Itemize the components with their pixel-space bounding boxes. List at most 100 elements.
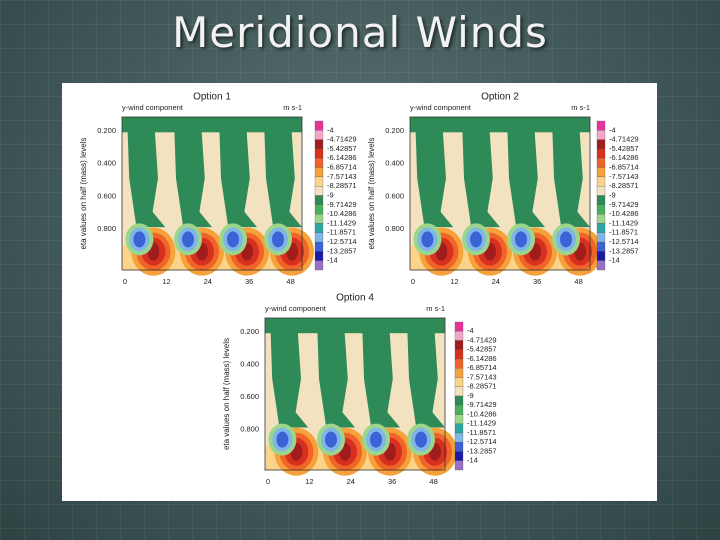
colorbar-label: -13.2857 <box>327 246 357 255</box>
colorbar-label: -14 <box>609 256 620 265</box>
contour-region <box>133 231 146 248</box>
x-tick-label: 36 <box>245 277 253 286</box>
colorbar-label: -10.4286 <box>609 209 639 218</box>
colorbar-label: -11.1429 <box>327 218 356 227</box>
x-tick-label: 12 <box>450 277 458 286</box>
contour-region <box>410 117 590 133</box>
contour-region <box>560 231 572 248</box>
colorbar-label: -8.28571 <box>467 382 497 391</box>
colorbar-box <box>454 321 464 332</box>
colorbar-box <box>454 349 464 360</box>
colorbar-label: -4.71429 <box>609 135 639 144</box>
colorbar-label: -12.5714 <box>467 437 497 446</box>
x-tick-label: 12 <box>305 477 313 486</box>
contour-region <box>362 325 400 428</box>
colorbar-label: -6.14286 <box>467 354 497 363</box>
colorbar-label: -9 <box>327 190 334 199</box>
x-tick-label: 48 <box>574 277 582 286</box>
colorbar-label: -12.5714 <box>609 237 639 246</box>
contour-region <box>127 124 166 228</box>
colorbar-box <box>314 223 324 233</box>
colorbar-label: -4.71429 <box>467 335 497 344</box>
y-tick-label: 0.200 <box>240 327 259 336</box>
colorbar-box <box>596 251 606 261</box>
panel-title: Option 2 <box>481 92 519 103</box>
contour-region <box>507 124 545 228</box>
colorbar-label: -9 <box>467 391 474 400</box>
colorbar-box <box>454 395 464 406</box>
contour-region <box>462 124 500 228</box>
colorbar-label: -11.8571 <box>327 228 356 237</box>
y-tick-label: 0.800 <box>240 424 259 433</box>
colorbar-box <box>314 130 324 140</box>
colorbar-label: -7.57143 <box>467 372 497 381</box>
colorbar-box <box>314 260 324 271</box>
colorbar-box <box>596 223 606 233</box>
contour-region <box>270 325 309 428</box>
colorbar-box <box>454 451 464 461</box>
y-tick-label: 0.800 <box>385 224 404 233</box>
x-tick-label: 0 <box>266 477 270 486</box>
panel-subtitle: y-wind component <box>410 103 472 112</box>
y-tick-label: 0.600 <box>385 191 404 200</box>
x-tick-label: 48 <box>429 477 437 486</box>
colorbar-box <box>314 213 324 224</box>
contour-region <box>470 231 482 248</box>
colorbar-label: -7.57143 <box>609 172 639 181</box>
colorbar-label: -12.5714 <box>327 237 357 246</box>
x-tick-label: 24 <box>492 277 500 286</box>
colorbar-label: -4 <box>467 326 474 335</box>
panel-units: m s-1 <box>283 103 302 112</box>
y-axis-label: eta values on half (mass) levels <box>367 137 376 249</box>
y-axis-label: eta values on half (mass) levels <box>222 338 231 450</box>
colorbar-label: -6.85714 <box>467 363 497 372</box>
colorbar-box <box>454 405 464 415</box>
colorbar-box <box>314 204 324 215</box>
colorbar-label: -8.28571 <box>327 181 357 190</box>
colorbar-box <box>596 148 606 159</box>
colorbar-box <box>454 423 464 434</box>
contour-region <box>174 124 212 228</box>
contour-region <box>264 124 302 228</box>
colorbar-box <box>596 139 606 150</box>
y-tick-label: 0.400 <box>240 359 259 368</box>
x-tick-label: 0 <box>411 277 415 286</box>
colorbar-box <box>314 241 324 252</box>
contour-region <box>122 117 302 133</box>
colorbar-box <box>454 442 464 452</box>
contour-region <box>317 325 355 428</box>
colorbar-box <box>454 432 464 443</box>
y-tick-label: 0.800 <box>97 224 116 233</box>
colorbar-box <box>454 368 464 378</box>
colorbar-box <box>314 186 324 196</box>
contour-region <box>276 431 289 448</box>
y-tick-label: 0.400 <box>385 159 404 168</box>
colorbar-label: -9.71429 <box>327 200 357 209</box>
contour-region <box>421 231 434 248</box>
colorbar-label: -11.8571 <box>609 228 638 237</box>
colorbar-label: -11.8571 <box>467 428 496 437</box>
plot-frame <box>409 116 591 271</box>
colorbar-label: -6.85714 <box>609 163 639 172</box>
x-tick-label: 0 <box>123 277 127 286</box>
colorbar-box <box>314 167 324 178</box>
panel-subtitle: y-wind component <box>265 304 327 313</box>
colorbar-label: -10.4286 <box>327 209 357 218</box>
contour-region <box>227 231 239 248</box>
colorbar-box <box>454 460 464 471</box>
contour-panel: Option 4 y-wind component m s-1 eta values … <box>222 293 497 486</box>
colorbar-box <box>596 130 606 140</box>
colorbar-box <box>596 204 606 215</box>
contour-panel: Option 1 y-wind component m s-1 eta values … <box>79 92 357 286</box>
x-tick-label: 24 <box>347 477 355 486</box>
colorbar-label: -9 <box>609 190 616 199</box>
colorbar-box <box>596 158 606 168</box>
colorbar-label: -5.42857 <box>467 345 497 354</box>
y-tick-label: 0.400 <box>97 159 116 168</box>
colorbar-label: -10.4286 <box>467 409 497 418</box>
colorbar-label: -9.71429 <box>609 200 639 209</box>
colorbar-box <box>454 377 464 387</box>
contour-region <box>219 124 257 228</box>
